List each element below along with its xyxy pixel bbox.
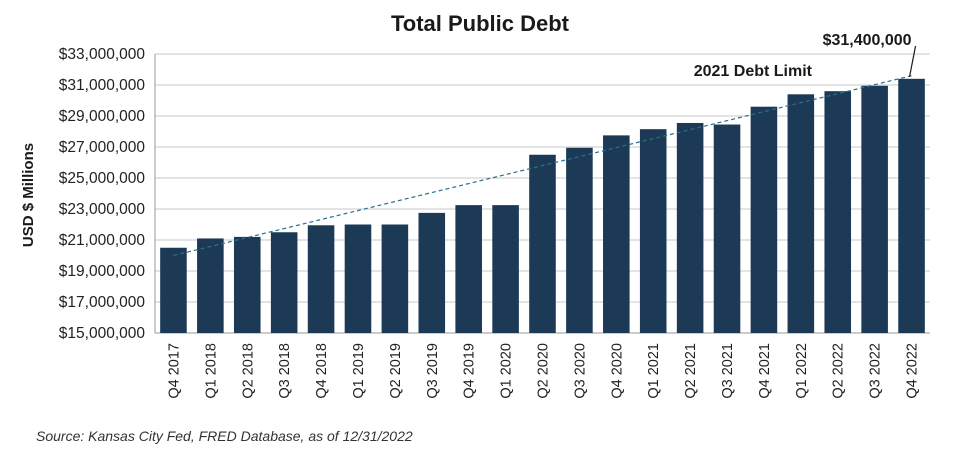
bar xyxy=(750,106,778,333)
x-tick-label: Q2 2022 xyxy=(831,343,847,399)
y-tick-label: $23,000,000 xyxy=(59,201,146,218)
bar xyxy=(233,236,261,333)
bar xyxy=(676,122,704,333)
bar xyxy=(787,94,815,333)
y-axis-ticks: $15,000,000 $17,000,000 $19,000,000 $21,000… xyxy=(59,46,146,342)
x-tick-label: Q4 2017 xyxy=(166,343,182,399)
bar xyxy=(197,238,224,333)
bar xyxy=(713,124,741,334)
x-tick-label: Q2 2018 xyxy=(240,343,256,399)
y-tick-label: $15,000,000 xyxy=(59,325,146,342)
bar xyxy=(639,129,667,333)
bar xyxy=(861,85,888,334)
x-tick-label: Q4 2021 xyxy=(757,343,773,399)
x-tick-label: Q2 2020 xyxy=(536,343,552,399)
bar xyxy=(160,247,187,333)
debt-limit-label: 2021 Debt Limit xyxy=(694,63,813,80)
callout-leader-line xyxy=(908,45,917,77)
x-tick-label: Q1 2021 xyxy=(646,343,662,399)
x-tick-label: Q3 2019 xyxy=(425,343,441,399)
callout-label: $31,400,000 xyxy=(823,32,912,49)
x-tick-label: Q1 2022 xyxy=(794,343,810,399)
x-tick-label: Q4 2022 xyxy=(905,343,921,399)
x-tick-label: Q3 2018 xyxy=(277,343,293,399)
source-note: Source: Kansas City Fed, FRED Database, … xyxy=(36,428,413,444)
y-tick-label: $25,000,000 xyxy=(59,170,146,187)
x-tick-label: Q3 2022 xyxy=(868,343,884,399)
bar xyxy=(381,224,409,333)
x-tick-label: Q4 2018 xyxy=(314,343,330,399)
bar xyxy=(898,78,925,333)
x-tick-label: Q2 2019 xyxy=(388,343,404,399)
bar xyxy=(824,91,852,333)
bar xyxy=(307,225,335,333)
bar xyxy=(455,205,482,333)
x-tick-label: Q3 2020 xyxy=(572,343,588,399)
bar xyxy=(270,232,298,333)
x-axis-ticks: Q4 2017 Q1 2018 Q2 2018 Q3 2018 Q4 2018 Q1 20… xyxy=(166,343,920,399)
y-tick-label: $17,000,000 xyxy=(59,294,146,311)
x-tick-label: Q2 2021 xyxy=(683,343,699,399)
bar xyxy=(529,154,556,333)
y-tick-label: $33,000,000 xyxy=(59,46,146,63)
y-tick-label: $31,000,000 xyxy=(59,77,146,94)
debt-limit-trendline xyxy=(173,75,912,257)
bars xyxy=(160,78,925,334)
x-tick-label: Q3 2021 xyxy=(720,343,736,399)
y-tick-label: $29,000,000 xyxy=(59,108,146,125)
x-tick-label: Q1 2020 xyxy=(499,343,515,399)
y-tick-label: $27,000,000 xyxy=(59,139,146,156)
y-axis-label: USD $ Millions xyxy=(20,143,37,247)
bar xyxy=(492,205,519,333)
chart-title: Total Public Debt xyxy=(391,11,570,36)
y-tick-label: $21,000,000 xyxy=(59,232,146,249)
x-tick-label: Q4 2020 xyxy=(609,343,625,399)
bar xyxy=(418,212,446,333)
bar xyxy=(344,224,372,333)
y-tick-label: $19,000,000 xyxy=(59,263,146,280)
bar xyxy=(566,147,593,333)
x-tick-label: Q4 2019 xyxy=(462,343,478,399)
x-tick-label: Q1 2018 xyxy=(203,343,219,399)
bar xyxy=(603,135,630,333)
x-tick-label: Q1 2019 xyxy=(351,343,367,399)
